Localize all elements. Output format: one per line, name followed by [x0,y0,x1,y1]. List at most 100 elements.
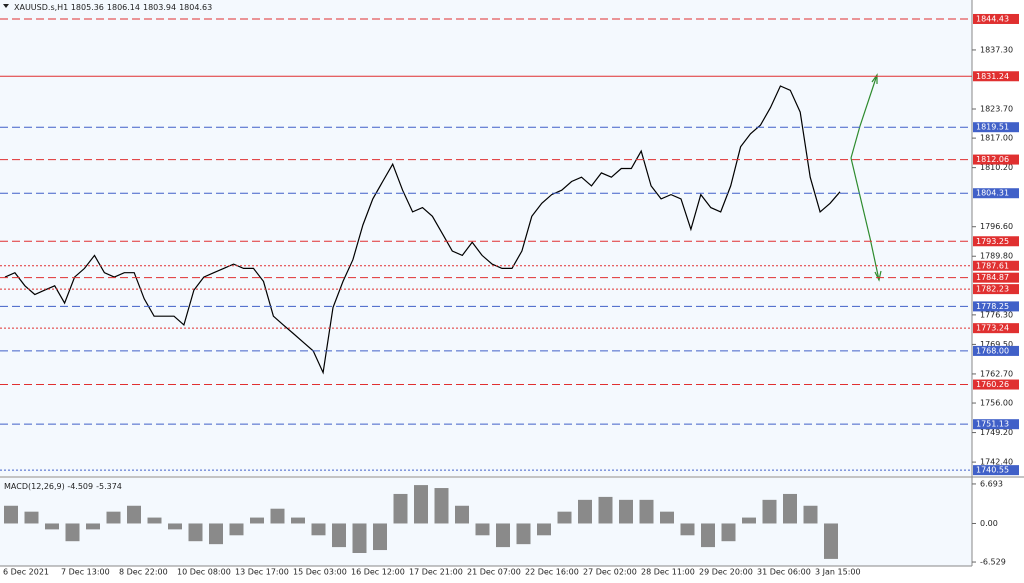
y-tick-label: 1776.30 [980,310,1013,319]
x-tick-label: 17 Dec 21:00 [409,568,463,577]
y-tick-label: -6.529 [980,558,1006,567]
macd-bar [762,499,777,524]
macd-bar [537,523,551,536]
macd-bar [311,523,326,536]
macd-bar [373,523,387,551]
price-line [4,85,841,375]
level-box [973,379,1019,390]
level-box [973,284,1019,295]
macd-bar [578,499,592,524]
ohlc-value: 1806.14 [107,3,140,12]
level-box [973,419,1019,430]
macd-bar [106,511,121,524]
level-box [973,465,1019,476]
level-label: 1784.87 [976,273,1009,282]
macd-bar [86,523,100,530]
x-tick-label: 13 Dec 17:00 [235,568,289,577]
ohlc-value: 1805.36 [71,3,104,12]
y-tick-label: 1762.70 [980,369,1013,378]
macd-bar [783,493,797,524]
macd-bar [824,523,838,559]
macd-bar [127,505,141,524]
y-tick-label: 1742.40 [980,458,1013,467]
symbol: XAUUSD.s,H1 [14,3,68,12]
macd-bar [270,508,285,524]
level-box [973,260,1019,271]
macd-bar [516,523,531,545]
y-tick-label: 1769.50 [980,340,1013,349]
x-tick-label: 8 Dec 22:00 [119,568,168,577]
level-label: 1793.25 [976,237,1009,246]
y-tick-label: 1823.70 [980,105,1013,114]
ohlc-value: 1803.94 [143,3,176,12]
x-tick-label: 31 Dec 06:00 [757,568,811,577]
x-tick-label: 15 Dec 03:00 [293,568,347,577]
level-box [973,301,1019,312]
x-tick-label: 28 Dec 11:00 [641,568,695,577]
macd-header: MACD(12,26,9) -4.509 -5.374 [4,482,122,491]
level-box [973,236,1019,247]
x-tick-label: 10 Dec 08:00 [177,568,231,577]
macd-bar [414,485,428,524]
x-tick-label: 3 Jan 15:00 [815,568,861,577]
level-label: 1773.24 [976,324,1009,333]
macd-bar [660,511,674,524]
level-label: 1782.23 [976,285,1009,294]
macd-bar [619,499,633,524]
level-label: 1844.43 [976,14,1009,23]
x-tick-label: 22 Dec 16:00 [525,568,579,577]
macd-bar [475,523,490,536]
y-tick-label: 1837.30 [980,45,1013,54]
level-label: 1819.51 [976,123,1009,132]
level-label: 1768.00 [976,346,1009,355]
x-tick-label: 7 Dec 13:00 [61,568,110,577]
macd-title: MACD(12,26,9) [4,482,65,491]
level-box [973,71,1019,82]
macd-bar [209,523,223,545]
level-label: 1740.55 [976,466,1009,475]
macd-bar [65,523,80,542]
macd-bar [250,517,264,524]
macd-bar [291,517,305,524]
macd-reading: -5.374 [96,482,122,491]
level-box [973,154,1019,165]
macd-bar [496,523,510,548]
macd-bar [352,523,367,554]
macd-bar [742,517,756,524]
level-box [973,13,1019,24]
level-label: 1831.24 [976,72,1009,81]
macd-bar [721,523,736,542]
level-label: 1751.13 [976,420,1009,429]
x-tick-label: 27 Dec 02:00 [583,568,637,577]
y-tick-label: 1796.60 [980,222,1013,231]
y-tick-label: 1817.00 [980,134,1013,143]
level-label: 1804.31 [976,189,1009,198]
macd-bar [188,523,203,542]
macd-bar [393,493,408,524]
macd-bar [229,523,244,536]
macd-bar [598,496,613,524]
level-label: 1812.06 [976,155,1009,164]
x-tick-label: 6 Dec 2021 [3,568,49,577]
level-box [973,345,1019,356]
level-label: 1760.26 [976,380,1009,389]
header-arrow [3,4,9,8]
macd-bar [332,523,346,548]
y-tick-label: 1749.20 [980,428,1013,437]
level-box [973,272,1019,283]
level-label: 1778.25 [976,302,1009,311]
macd-bar [45,523,59,530]
macd-bar [168,523,182,530]
y-tick-label: 1789.80 [980,252,1013,261]
macd-bar [557,511,572,524]
macd-bar [701,523,715,548]
macd-bar [680,523,695,536]
level-box [973,323,1019,334]
x-tick-label: 21 Dec 07:00 [467,568,521,577]
x-tick-label: 29 Dec 20:00 [699,568,753,577]
chart-header: XAUUSD.s,H1 1805.36 1806.14 1803.94 1804.63 [14,3,212,12]
macd-bar [455,505,469,524]
level-box [973,122,1019,133]
x-tick-label: 16 Dec 12:00 [351,568,405,577]
